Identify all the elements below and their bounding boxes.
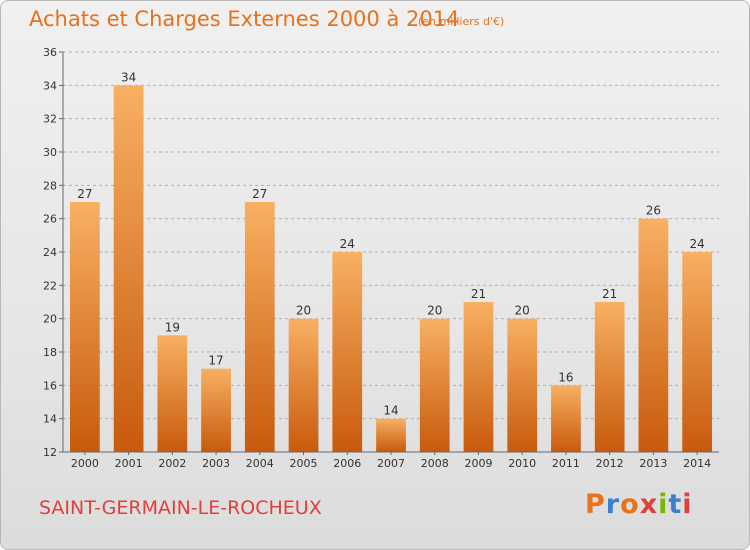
x-tick-label: 2006 bbox=[333, 457, 361, 470]
x-tick-label: 2011 bbox=[552, 457, 580, 470]
y-tick-label: 26 bbox=[43, 213, 57, 226]
x-tick-label: 2010 bbox=[508, 457, 536, 470]
logo-letter: o bbox=[620, 489, 640, 520]
bars bbox=[69, 85, 713, 452]
logo-letter: i bbox=[658, 489, 669, 520]
x-tick-label: 2014 bbox=[683, 457, 711, 470]
y-tick-label: 34 bbox=[43, 79, 57, 92]
commune-name: SAINT-GERMAIN-LE-ROCHEUX bbox=[39, 497, 322, 519]
y-tick-label: 20 bbox=[43, 313, 57, 326]
logo-letter: r bbox=[605, 489, 621, 520]
logo-letter: x bbox=[639, 489, 659, 520]
labels: 27 2000 34 2001 19 2002 17 2003 27 2004 20 2005 24 20… bbox=[71, 70, 711, 470]
y-tick-label: 32 bbox=[43, 113, 57, 126]
y-tick-label: 22 bbox=[43, 279, 57, 292]
data-label: 24 bbox=[689, 237, 704, 251]
bar-2004 bbox=[244, 202, 275, 452]
bar-2012 bbox=[594, 302, 625, 452]
y-tick-label: 24 bbox=[43, 246, 57, 259]
data-label: 26 bbox=[646, 204, 661, 218]
y-tick-label: 30 bbox=[43, 146, 57, 159]
data-label: 19 bbox=[165, 320, 180, 334]
bar-2002 bbox=[157, 335, 188, 452]
bar-2013 bbox=[638, 218, 669, 452]
y-tick-label: 14 bbox=[43, 413, 57, 426]
data-label: 24 bbox=[340, 237, 355, 251]
x-tick-label: 2001 bbox=[115, 457, 143, 470]
x-tick-label: 2004 bbox=[246, 457, 274, 470]
x-tick-label: 2005 bbox=[290, 457, 318, 470]
y-tick-label: 18 bbox=[43, 346, 57, 359]
x-tick-label: 2007 bbox=[377, 457, 405, 470]
x-tick-label: 2000 bbox=[71, 457, 99, 470]
bar-2011 bbox=[551, 385, 581, 452]
data-label: 17 bbox=[208, 354, 223, 368]
bar-2001 bbox=[113, 85, 144, 452]
x-tick-label: 2013 bbox=[639, 457, 667, 470]
x-tick-label: 2009 bbox=[464, 457, 492, 470]
data-label: 27 bbox=[252, 187, 267, 201]
data-label: 16 bbox=[558, 370, 573, 384]
bar-2003 bbox=[201, 368, 231, 452]
bar-2006 bbox=[332, 252, 363, 452]
bar-2008 bbox=[419, 318, 450, 452]
x-tick-label: 2003 bbox=[202, 457, 230, 470]
x-tick-label: 2008 bbox=[421, 457, 449, 470]
bar-2000 bbox=[69, 202, 100, 452]
y-tick-label: 16 bbox=[43, 379, 57, 392]
bar-2014 bbox=[682, 252, 713, 452]
data-label: 34 bbox=[121, 70, 136, 84]
bar-2007 bbox=[376, 418, 406, 452]
x-tick-label: 2012 bbox=[596, 457, 624, 470]
data-label: 20 bbox=[427, 304, 442, 318]
bar-2009 bbox=[463, 302, 494, 452]
logo-letter: i bbox=[682, 489, 693, 520]
proxiti-logo: Proxiti bbox=[585, 489, 693, 520]
bar-2010 bbox=[507, 318, 538, 452]
axes: 12 14 16 18 20 22 24 26 28 30 32 34 36 bbox=[43, 46, 719, 459]
data-label: 21 bbox=[471, 287, 486, 301]
chart-unit: (en milliers d'€) bbox=[418, 15, 505, 28]
data-label: 14 bbox=[383, 404, 398, 418]
data-label: 20 bbox=[515, 304, 530, 318]
chart-title: Achats et Charges Externes 2000 à 2014 bbox=[29, 7, 460, 31]
logo-letter: P bbox=[585, 489, 606, 520]
logo-letter: t bbox=[668, 489, 683, 520]
data-label: 20 bbox=[296, 304, 311, 318]
data-label: 27 bbox=[77, 187, 92, 201]
y-tick-label: 36 bbox=[43, 46, 57, 59]
bar-2005 bbox=[288, 318, 319, 452]
y-tick-label: 12 bbox=[43, 446, 57, 459]
data-label: 21 bbox=[602, 287, 617, 301]
x-tick-label: 2002 bbox=[158, 457, 186, 470]
y-tick-label: 28 bbox=[43, 179, 57, 192]
